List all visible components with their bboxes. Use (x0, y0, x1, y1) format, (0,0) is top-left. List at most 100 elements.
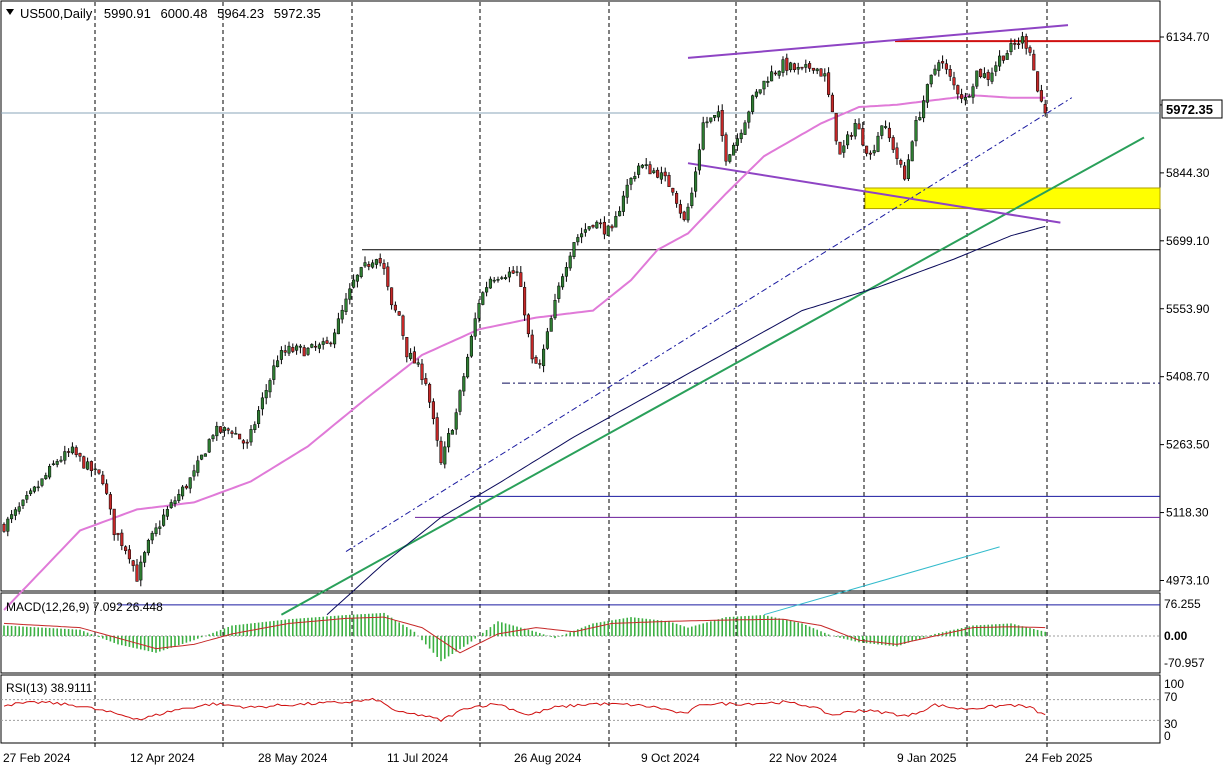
candle-body (652, 170, 656, 173)
rsi-title: RSI(13) 38.9111 (6, 681, 93, 695)
candle-body (994, 65, 998, 72)
candle-body (580, 233, 584, 238)
candle (143, 550, 147, 568)
price-tick-label: 5118.30 (1166, 506, 1209, 520)
candle (652, 167, 656, 175)
candle (86, 457, 90, 471)
candle (355, 274, 359, 288)
candle (967, 93, 971, 98)
candle (454, 408, 458, 435)
candle-body (766, 81, 770, 83)
candle (279, 346, 283, 365)
time-tick-label: 28 May 2024 (258, 751, 328, 765)
candle (705, 116, 709, 128)
candle-body (986, 71, 990, 80)
candle (401, 314, 405, 340)
collapse-triangle-icon[interactable] (6, 9, 14, 15)
candle-body (443, 446, 447, 465)
candle (614, 211, 618, 228)
candle-body (682, 211, 686, 220)
candle (344, 292, 348, 315)
candle (891, 135, 895, 153)
candle (956, 84, 960, 100)
candle-body (245, 441, 249, 444)
candle (887, 122, 891, 142)
candle (868, 150, 872, 160)
candle (633, 171, 637, 182)
candle (701, 116, 705, 151)
candle-body (629, 177, 633, 185)
candle-body (701, 122, 705, 150)
price-tick-label: 5263.50 (1166, 438, 1210, 452)
candle-body (112, 508, 116, 536)
candle-body (1017, 43, 1021, 45)
candle-body (557, 285, 561, 299)
candle (986, 69, 990, 87)
candle (481, 291, 485, 306)
candle (530, 329, 534, 364)
candle (1005, 50, 1009, 60)
candle-body (1039, 90, 1043, 102)
candle (97, 469, 101, 475)
candle-body (694, 171, 698, 192)
candle (67, 448, 71, 457)
candle-body (659, 172, 663, 180)
candle (1013, 38, 1017, 50)
candle-body (675, 193, 679, 204)
candle (591, 224, 595, 229)
candle (295, 343, 299, 355)
candle (405, 337, 409, 363)
candle-body (488, 278, 492, 289)
candle (553, 293, 557, 320)
candle-body (74, 447, 78, 456)
candle-body (355, 274, 359, 282)
candle (321, 337, 325, 350)
candle (431, 398, 435, 425)
candle (671, 187, 675, 196)
candle-body (146, 539, 150, 554)
candle (257, 406, 261, 428)
candle (678, 199, 682, 219)
candle-body (101, 474, 105, 485)
candle-body (861, 128, 865, 146)
candle-body (857, 123, 861, 130)
candle (127, 545, 131, 564)
candle (272, 359, 276, 385)
candle (416, 358, 420, 368)
candle (158, 520, 162, 536)
candle-body (405, 337, 409, 358)
candle (222, 426, 226, 437)
rsi-pane-border (0, 674, 1161, 744)
candle (549, 315, 553, 332)
candle (139, 555, 143, 587)
candle-body (200, 454, 204, 460)
candle (21, 499, 25, 509)
candle-body (59, 459, 63, 462)
candle-body (458, 390, 462, 412)
candle-body (967, 96, 971, 98)
candle-body (884, 126, 888, 128)
candle (44, 472, 48, 481)
candle (500, 275, 504, 281)
candle (245, 439, 249, 449)
candle (728, 154, 732, 164)
candle (462, 373, 466, 397)
rsi-pane (1, 697, 1160, 722)
candle-body (492, 279, 496, 282)
candle (238, 433, 242, 440)
candle-body (591, 224, 595, 228)
candle-body (13, 509, 17, 516)
candle (979, 68, 983, 79)
high-value: 6000.48 (161, 6, 208, 21)
candle (690, 187, 694, 209)
time-tick-label: 12 Apr 2024 (130, 751, 195, 765)
candles (2, 31, 1047, 587)
candle (929, 74, 933, 88)
candle (485, 281, 489, 297)
candle (515, 265, 519, 277)
candle-body (515, 271, 519, 274)
symbol-label: US500,Daily (20, 6, 93, 21)
candle (283, 344, 287, 356)
candle (397, 311, 401, 316)
